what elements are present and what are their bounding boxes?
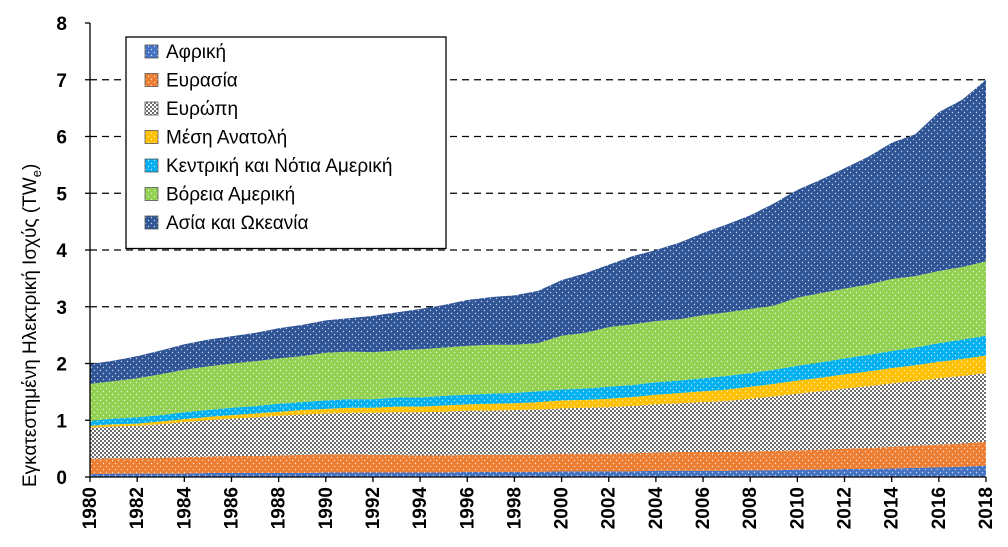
legend-label-series-4: Κεντρική και Νότια Αμερική xyxy=(166,156,392,177)
x-axis-ticks: 1980 1982 1984 1986 1988 1990 1992 1994 1996 1998… xyxy=(80,477,997,529)
legend-label-series-6: Ασία και Ωκεανία xyxy=(166,213,309,234)
area-texture-series-0 xyxy=(90,465,986,477)
x-tick-label-2002: 2002 xyxy=(599,487,620,529)
y-tick-label-1: 1 xyxy=(56,411,67,432)
legend-label-series-1: Ευρασία xyxy=(166,71,238,92)
legend-label-series-5: Βόρεια Αμερική xyxy=(166,185,295,206)
y-tick-label-2: 2 xyxy=(56,355,67,376)
x-tick-label-1996: 1996 xyxy=(457,487,478,529)
legend-swatch-texture-series-0 xyxy=(144,44,159,59)
x-tick-label-2012: 2012 xyxy=(835,487,856,529)
x-tick-label-1988: 1988 xyxy=(269,487,290,529)
area-series-2 xyxy=(90,373,986,459)
area-texture-series-4 xyxy=(90,335,986,426)
y-axis-title-subscript: e xyxy=(29,170,44,177)
y-axis-title-main: Εγκατεστημένη Ηλεκτρική Ισχύς (TW xyxy=(20,177,41,487)
legend-swatch-texture-series-4 xyxy=(144,158,159,173)
x-tick-label-2006: 2006 xyxy=(693,487,714,529)
legend-swatch-texture-series-6 xyxy=(144,215,159,230)
legend-label-series-2: Ευρώπη xyxy=(166,99,238,120)
x-tick-label-2014: 2014 xyxy=(882,487,903,530)
y-tick-label-6: 6 xyxy=(56,128,67,149)
legend-swatch-texture-series-2 xyxy=(144,101,159,116)
legend-label-series-0: Αφρική xyxy=(166,42,226,63)
legend-swatch-texture-series-1 xyxy=(144,73,159,87)
x-tick-label-1992: 1992 xyxy=(363,487,384,529)
x-tick-label-1980: 1980 xyxy=(80,487,101,529)
x-tick-label-1986: 1986 xyxy=(221,487,242,529)
x-tick-label-2000: 2000 xyxy=(552,487,573,529)
y-tick-label-7: 7 xyxy=(56,71,67,92)
legend: Αφρική Ευρασία Ευρώπη Μέση Ανατολή Κεντρική … xyxy=(125,36,447,250)
y-axis-title: Εγκατεστημένη Ηλεκτρική Ισχύς (TWe) xyxy=(20,164,44,487)
legend-label-series-3: Μέση Ανατολή xyxy=(166,128,287,149)
y-tick-label-5: 5 xyxy=(56,184,67,205)
x-tick-label-1982: 1982 xyxy=(127,487,148,529)
y-tick-label-4: 4 xyxy=(56,241,67,262)
legend-box xyxy=(125,36,447,250)
y-tick-label-8: 8 xyxy=(56,14,67,35)
area-texture-series-6 xyxy=(90,79,986,384)
y-axis-ticks: 0 1 2 3 4 5 6 7 8 xyxy=(56,14,90,489)
area-texture-series-3 xyxy=(90,355,986,428)
x-tick-label-1994: 1994 xyxy=(410,487,431,530)
x-tick-label-1990: 1990 xyxy=(316,487,337,529)
legend-swatch-texture-series-5 xyxy=(144,187,159,201)
legend-swatch-texture-series-3 xyxy=(144,130,159,144)
y-tick-label-0: 0 xyxy=(56,468,67,489)
x-tick-label-2010: 2010 xyxy=(787,487,808,529)
y-axis-title-close: ) xyxy=(20,164,41,170)
x-tick-label-2018: 2018 xyxy=(976,487,997,529)
x-tick-label-2016: 2016 xyxy=(929,487,950,529)
area-series xyxy=(90,79,986,477)
x-tick-label-1998: 1998 xyxy=(504,487,525,529)
x-tick-label-1984: 1984 xyxy=(174,487,195,530)
area-texture-series-1 xyxy=(90,441,986,475)
y-tick-label-3: 3 xyxy=(56,298,67,319)
area-texture-series-5 xyxy=(90,261,986,421)
x-tick-label-2004: 2004 xyxy=(646,487,667,530)
x-tick-label-2008: 2008 xyxy=(740,487,761,529)
